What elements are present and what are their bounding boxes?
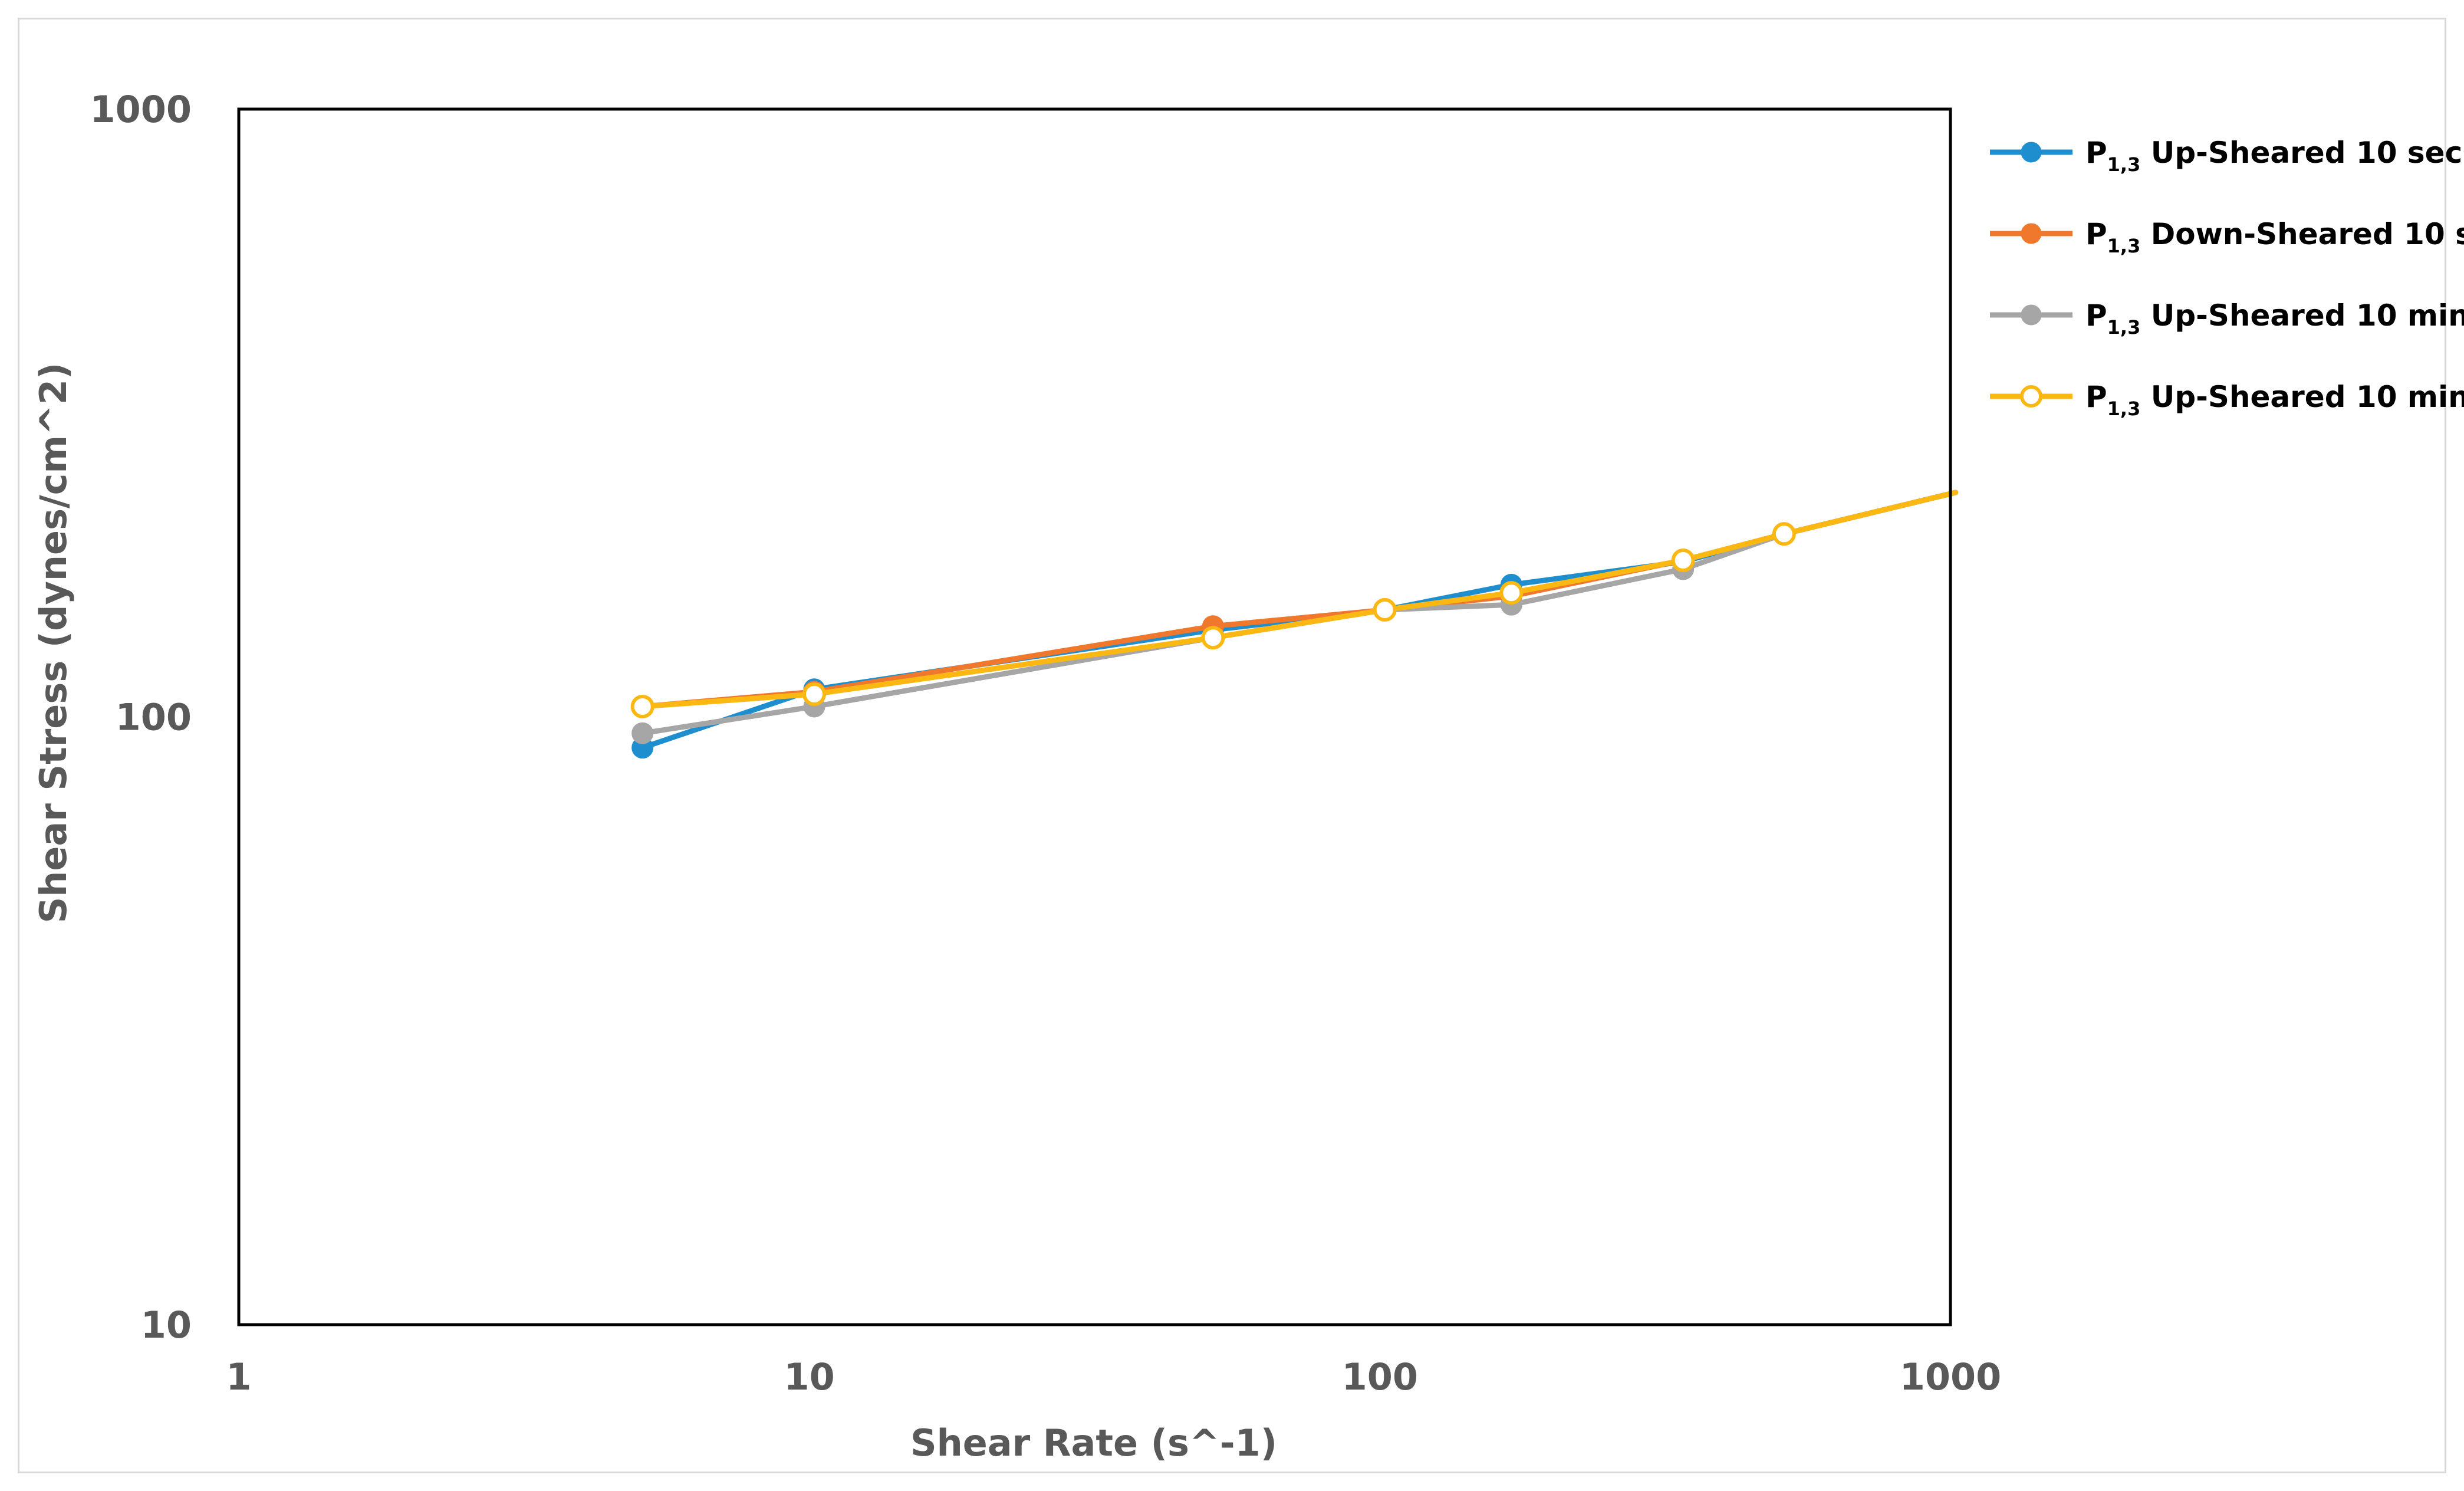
legend-item-4[interactable]: P1,3 Up-Sheared 10 mins [1990, 380, 2464, 420]
data-point [1671, 548, 1695, 572]
y-tick-label: 1000 [90, 88, 192, 131]
series-layer [630, 490, 1959, 759]
x-tick-label: 1 [226, 1355, 251, 1398]
x-tick-label: 1000 [1900, 1355, 2002, 1398]
chart-frame [18, 18, 2446, 1473]
legend[interactable]: P1,3 Up-Sheared 10 secs P1,3 Down-Sheared… [1990, 136, 2464, 420]
legend-item-3[interactable]: P1,3 Up-Sheared 10 mins [1990, 298, 2464, 339]
legend-swatch-marker [2021, 223, 2042, 244]
x-axis-title: Shear Rate (s^-1) [910, 1421, 1277, 1464]
y-axis-ticks: 1000 100 10 [90, 88, 192, 1347]
x-tick-label: 100 [1342, 1355, 1418, 1398]
y-tick-label: 100 [116, 696, 192, 739]
legend-swatch-marker [2021, 304, 2042, 326]
legend-label: P1,3 Up-Sheared 10 mins [2085, 380, 2464, 420]
series-line [640, 490, 1959, 710]
series-2 [631, 490, 1959, 718]
legend-item-2[interactable]: P1,3 Down-Sheared 10 secs [1990, 217, 2464, 257]
data-point [1373, 598, 1397, 622]
legend-swatch-marker [2021, 142, 2042, 163]
series-line [640, 490, 1959, 710]
plot-area-border [237, 107, 1952, 1326]
x-axis-ticks: 1 10 100 1000 [226, 1355, 2001, 1398]
legend-label: P1,3 Up-Sheared 10 secs [2085, 136, 2464, 176]
legend-label: P1,3 Down-Sheared 10 secs [2085, 217, 2464, 257]
data-point [802, 682, 826, 706]
data-point [631, 722, 654, 744]
data-point [1499, 581, 1524, 605]
data-point [1772, 522, 1796, 546]
legend-label: P1,3 Up-Sheared 10 mins [2085, 298, 2464, 339]
x-tick-label: 10 [784, 1355, 835, 1398]
series-line [640, 490, 1959, 736]
legend-swatch-marker [2020, 385, 2042, 408]
data-point [1201, 626, 1225, 650]
data-point [630, 694, 654, 718]
legend-item-1[interactable]: P1,3 Up-Sheared 10 secs [1990, 136, 2464, 176]
y-axis-title: Shear Stress (dynes/cm^2) [32, 363, 75, 924]
series-4 [630, 490, 1959, 718]
y-tick-label: 10 [141, 1303, 192, 1347]
